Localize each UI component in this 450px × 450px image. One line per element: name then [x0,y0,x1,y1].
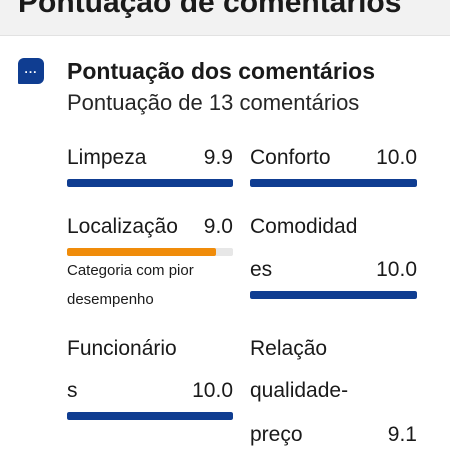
worst-category-note: desempenho [67,291,154,308]
section-subtitle: Pontuação de 13 comentários [67,90,360,115]
score-bar-fill [67,248,217,256]
category-label: Conforto [250,146,331,169]
category-score: 9.0 [203,215,233,238]
score-bar-fill [67,412,233,420]
category-score: 9.9 [203,146,233,169]
category-label: qualidade- [250,379,349,402]
category-label: preço [250,423,303,446]
worst-category-note: Categoria com pior [67,262,194,279]
category-label: Comodidad [250,215,358,238]
category-label: Relação [250,337,328,360]
category-score: 10.0 [376,258,417,281]
category-label: Localização [67,215,178,238]
category-label: es [250,258,273,281]
chat-bubble-icon: ... [18,58,44,84]
top-bar: Pontuação de comentários [0,0,450,36]
score-bar [67,179,233,187]
score-bar [250,179,417,187]
score-bar-fill [67,179,233,187]
score-bar [67,248,233,256]
category-score: 10.0 [192,379,233,402]
section-title: Pontuação dos comentários [67,58,376,84]
category-score: 10.0 [376,146,417,169]
score-bar-fill [250,179,417,187]
score-bar [67,412,233,420]
score-bar-fill [250,291,417,299]
category-label: s [67,379,78,402]
category-label: Funcionário [67,337,177,360]
category-label: Limpeza [67,146,147,169]
page-title: Pontuação de comentários [18,0,402,19]
category-score: 9.1 [387,423,417,446]
score-bar [250,291,417,299]
